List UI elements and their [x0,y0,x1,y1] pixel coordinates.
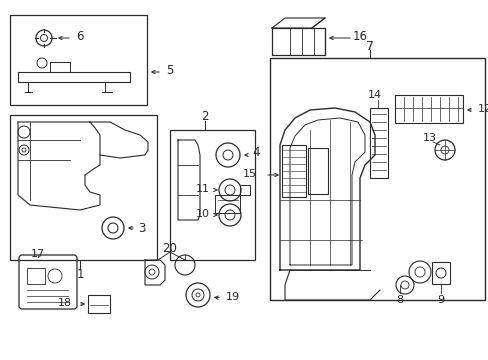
Text: 8: 8 [396,295,403,305]
Text: 5: 5 [166,64,173,77]
Bar [269,58,484,300]
Text: 15: 15 [243,169,257,179]
Text: 20: 20 [162,242,177,255]
Bar [282,145,305,197]
Bar [10,15,147,105]
Text: 2: 2 [201,109,208,122]
Text: 16: 16 [352,31,367,44]
Bar [431,262,449,284]
Bar [27,268,45,284]
Text: 18: 18 [58,298,72,308]
Bar [394,95,462,123]
Text: 4: 4 [252,147,259,159]
Bar [170,130,254,260]
Text: 17: 17 [31,249,45,259]
Text: 19: 19 [225,292,240,302]
Bar [369,108,387,178]
Text: 7: 7 [365,40,373,53]
Bar [10,115,157,260]
Bar [215,195,240,213]
Text: 12: 12 [477,104,488,114]
Bar [240,185,249,195]
Text: 13: 13 [422,133,436,143]
Text: 10: 10 [196,209,209,219]
Bar [307,148,327,194]
Text: 6: 6 [76,30,83,42]
Bar [88,295,110,313]
Text: 1: 1 [76,267,83,280]
Text: 9: 9 [437,295,444,305]
Text: 3: 3 [138,221,145,234]
Text: 14: 14 [367,90,381,100]
Text: 11: 11 [196,184,209,194]
